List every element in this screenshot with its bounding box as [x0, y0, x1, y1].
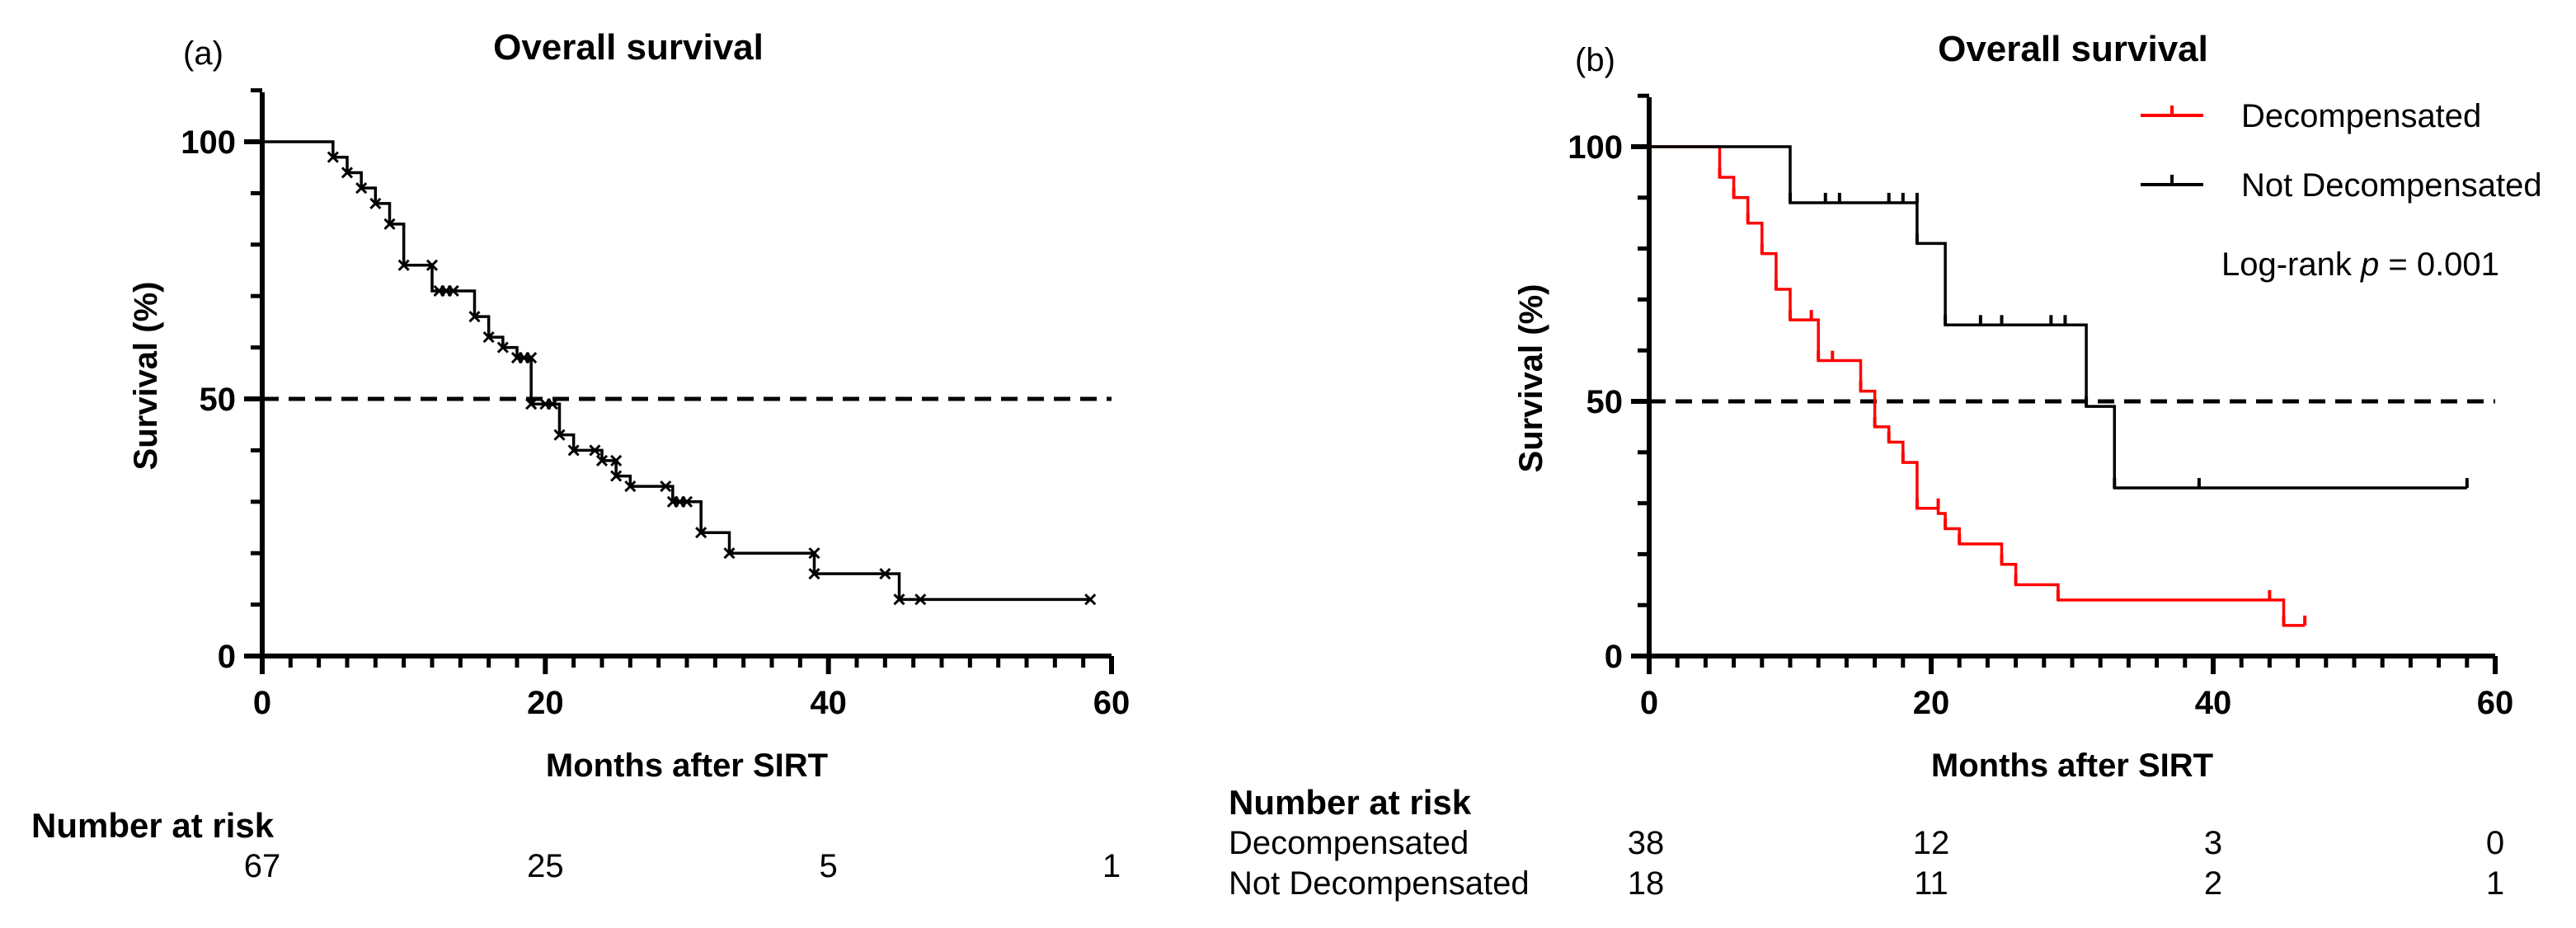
- censor-mark: [589, 444, 601, 457]
- y-tick-label: 50: [200, 382, 237, 418]
- x-tick-label: 60: [2477, 685, 2514, 721]
- risk-row-label: Not Decompensated: [1229, 865, 1530, 902]
- censor-mark: [355, 182, 368, 195]
- censor-mark: [341, 166, 354, 179]
- x-tick-label: 0: [1640, 685, 1658, 721]
- censor-mark: [425, 259, 439, 271]
- risk-value: 2: [2204, 865, 2222, 902]
- censor-mark: [624, 480, 637, 493]
- legend-label: Not Decompensated: [2241, 167, 2542, 204]
- y-tick-label: 50: [1586, 384, 1624, 420]
- annotation-prefix: Log-rank: [2221, 246, 2361, 283]
- risk-value: 11: [1914, 865, 1948, 902]
- censor-mark: [447, 284, 459, 298]
- y-tick-label: 100: [1568, 129, 1623, 166]
- risk-value: 12: [1913, 825, 1950, 861]
- censor-mark: [914, 593, 927, 606]
- risk-value: 5: [820, 848, 838, 884]
- censor-mark: [680, 495, 693, 508]
- risk-value: 25: [527, 848, 564, 884]
- panel-label: (b): [1575, 42, 1615, 78]
- risk-value: 3: [2204, 825, 2222, 861]
- risk-value: 67: [244, 848, 281, 884]
- censor-mark: [695, 527, 707, 539]
- y-tick-label: 100: [181, 124, 236, 161]
- chart-panel-a: (a) Overall survival 0 20 40 60 0 50 100 Months a…: [31, 27, 1130, 884]
- risk-row-label: Decompensated: [1229, 825, 1469, 861]
- annotation-p-symbol: p: [2360, 246, 2379, 283]
- x-axis-title: Months after SIRT: [546, 748, 828, 784]
- censor-mark: [383, 218, 396, 230]
- risk-value: 1: [1102, 848, 1121, 884]
- censor-mark: [808, 568, 820, 580]
- risk-value: 1: [2486, 865, 2504, 902]
- y-tick-label: 0: [218, 639, 236, 675]
- x-tick-label: 20: [1913, 685, 1950, 721]
- censor-mark: [397, 259, 410, 271]
- censor-mark: [369, 197, 382, 209]
- y-axis-title: Survival (%): [128, 282, 164, 471]
- x-axis-title: Months after SIRT: [1931, 748, 2213, 784]
- x-tick-label: 20: [527, 685, 564, 721]
- censor-mark: [553, 429, 566, 441]
- panel-label: (a): [183, 35, 223, 72]
- annotation-p-value: = 0.001: [2379, 246, 2499, 283]
- censor-mark: [525, 398, 538, 410]
- censor-mark: [595, 454, 609, 466]
- censor-mark: [567, 444, 580, 457]
- censor-mark: [893, 593, 905, 606]
- x-tick-label: 40: [810, 685, 847, 721]
- censor-mark: [546, 398, 558, 410]
- censor-mark: [496, 341, 509, 354]
- censor-mark: [879, 568, 891, 580]
- censor-mark: [525, 352, 538, 364]
- y-tick-label: 0: [1605, 639, 1623, 675]
- risk-value: 38: [1628, 825, 1665, 861]
- censor-mark: [660, 480, 672, 493]
- censor-mark: [482, 331, 495, 344]
- legend: Decompensated Not Decompensated: [2141, 98, 2542, 204]
- chart-title: Overall survival: [1938, 29, 2208, 69]
- censor-mark: [723, 547, 736, 560]
- censor-mark: [468, 311, 481, 323]
- censor-mark: [327, 151, 339, 163]
- log-rank-annotation: Log-rank p = 0.001: [2221, 246, 2499, 283]
- risk-value: 18: [1628, 865, 1665, 902]
- x-tick-label: 60: [1093, 685, 1131, 721]
- censor-mark: [610, 470, 623, 482]
- censor-mark: [1084, 593, 1097, 606]
- y-axis-title: Survival (%): [1513, 284, 1549, 473]
- legend-label: Decompensated: [2241, 98, 2481, 134]
- x-tick-label: 0: [253, 685, 271, 721]
- risk-table-title: Number at risk: [1229, 783, 1472, 822]
- censor-mark: [610, 454, 623, 466]
- survival-curve-all-patients: [262, 140, 1091, 602]
- censor-mark: [808, 547, 820, 560]
- chart-title: Overall survival: [493, 27, 764, 68]
- risk-table-title: Number at risk: [31, 806, 275, 845]
- risk-value: 0: [2486, 825, 2504, 861]
- x-tick-label: 40: [2195, 685, 2232, 721]
